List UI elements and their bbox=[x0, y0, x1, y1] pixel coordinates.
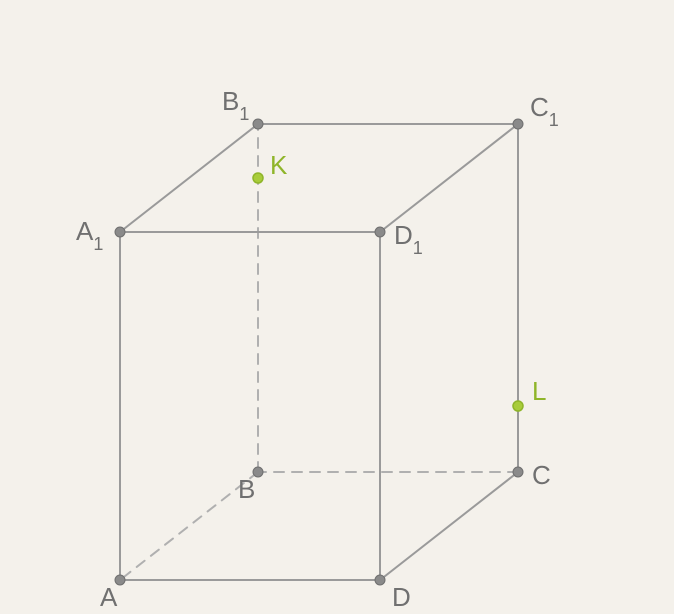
edge-D-C bbox=[380, 472, 518, 580]
vertex-labels-group: A B C D A1 B1 C1 D1 bbox=[76, 86, 559, 612]
prism-diagram: ABCDA1B1C1D1 KL bbox=[0, 0, 674, 614]
edge-B1-A1 bbox=[120, 124, 258, 232]
vertex-label-D1: D1 bbox=[394, 220, 423, 258]
vertex-label-A1: A1 bbox=[76, 216, 103, 254]
vertex-label-D: D bbox=[392, 582, 411, 612]
accent-points-group bbox=[253, 173, 523, 411]
vertex-D bbox=[375, 575, 385, 585]
point-label-K: K bbox=[270, 150, 288, 180]
vertex-label-B: B bbox=[238, 474, 255, 504]
vertex-label-C: C bbox=[532, 460, 551, 490]
vertex-label-C1: C1 bbox=[530, 92, 559, 130]
vertex-A1 bbox=[115, 227, 125, 237]
vertex-C bbox=[513, 467, 523, 477]
hidden-edges-group bbox=[120, 124, 518, 580]
vertex-label-A: A bbox=[100, 582, 118, 612]
visible-edges-group bbox=[120, 124, 518, 580]
vertex-D1 bbox=[375, 227, 385, 237]
point-L bbox=[513, 401, 523, 411]
vertex-C1 bbox=[513, 119, 523, 129]
edge-D1-C1 bbox=[380, 124, 518, 232]
point-label-L: L bbox=[532, 376, 546, 406]
vertex-label-B1: B1 bbox=[222, 86, 249, 124]
point-K bbox=[253, 173, 263, 183]
vertex-B1 bbox=[253, 119, 263, 129]
accent-labels-group: KL bbox=[270, 150, 546, 406]
